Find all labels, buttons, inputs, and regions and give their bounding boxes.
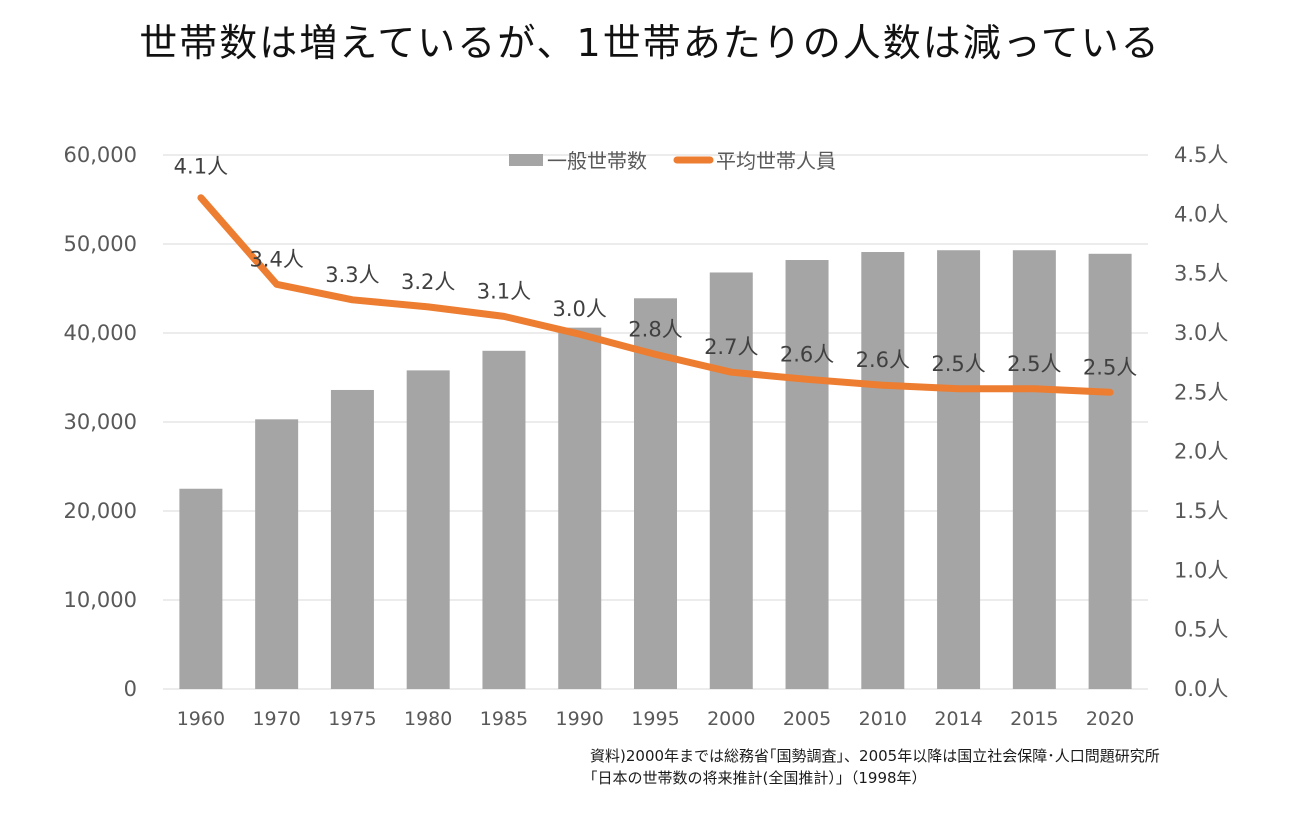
y-left-tick-label: 10,000 [64, 588, 137, 612]
x-tick-label: 1980 [404, 708, 452, 730]
y-right-tick-label: 2.0人 [1174, 440, 1228, 464]
y-left-tick-label: 20,000 [64, 499, 137, 523]
y-left-tick-label: 40,000 [64, 321, 137, 345]
series-line [197, 194, 1114, 396]
y-right-tick-label: 3.0人 [1174, 321, 1228, 345]
y-left-tick-label: 50,000 [64, 232, 137, 256]
data-label: 2.5人 [1007, 352, 1061, 376]
y-right-tick-label: 2.5人 [1174, 380, 1228, 404]
x-tick-label: 1985 [480, 708, 528, 730]
bar [330, 389, 374, 689]
bar [406, 370, 450, 689]
data-label: 2.6人 [856, 348, 910, 372]
data-label: 2.8人 [628, 317, 682, 341]
y-left-tick-label: 30,000 [64, 410, 137, 434]
x-tick-label: 2010 [859, 708, 907, 730]
data-label: 3.1人 [477, 279, 531, 303]
data-label: 2.5人 [1083, 355, 1137, 379]
data-label: 3.4人 [249, 247, 303, 271]
bar [785, 260, 829, 689]
data-label: 2.7人 [704, 335, 758, 359]
legend-label-bar: 一般世帯数 [547, 149, 647, 173]
bar [1012, 250, 1056, 690]
legend-label-line: 平均世帯人員 [716, 149, 836, 173]
x-tick-label: 1960 [177, 708, 225, 730]
data-label: 4.1人 [174, 155, 228, 179]
bar [634, 298, 677, 689]
x-tick-label: 1970 [252, 708, 300, 730]
data-label: 3.3人 [325, 263, 379, 287]
y-right-tick-label: 0.0人 [1174, 677, 1228, 701]
chart-title: 世帯数は増えているが、1世帯あたりの人数は減っている [139, 21, 1161, 65]
bar [482, 350, 526, 689]
source-note-line-2: ｢日本の世帯数の将来推計(全国推計）｣（1998年） [590, 769, 927, 787]
y-right-tick-label: 1.0人 [1174, 558, 1228, 582]
x-tick-label: 2020 [1086, 708, 1134, 730]
bar [937, 250, 981, 690]
y-left-tick-label: 60,000 [64, 143, 137, 167]
bar [861, 252, 905, 689]
y-right-tick-label: 1.5人 [1174, 499, 1228, 523]
x-tick-label: 1995 [631, 708, 679, 730]
x-tick-label: 1990 [556, 708, 604, 730]
y-right-tick-label: 3.5人 [1174, 262, 1228, 286]
data-label: 3.0人 [553, 297, 607, 321]
y-right-tick-label: 4.5人 [1174, 143, 1228, 167]
x-tick-label: 2014 [934, 708, 982, 730]
bar [255, 419, 299, 689]
y-right-tick-label: 0.5人 [1174, 618, 1228, 642]
data-label: 2.6人 [780, 342, 834, 366]
y-right-tick-label: 4.0人 [1174, 202, 1228, 226]
data-label: 2.5人 [931, 352, 985, 376]
data-label: 3.2人 [401, 270, 455, 294]
y-left-tick-label: 0 [124, 677, 137, 701]
x-tick-label: 2005 [783, 708, 831, 730]
x-tick-label: 2015 [1010, 708, 1058, 730]
bar [558, 327, 602, 689]
bar [709, 272, 753, 689]
x-tick-label: 1975 [328, 708, 376, 730]
x-tick-label: 2000 [707, 708, 755, 730]
legend-swatch-bar [509, 154, 543, 166]
source-note-line-1: 資料)2000年までは総務省｢国勢調査｣、2005年以降は国立社会保障･人口問題… [590, 747, 1160, 765]
bar [1088, 253, 1132, 690]
bar [179, 488, 223, 689]
